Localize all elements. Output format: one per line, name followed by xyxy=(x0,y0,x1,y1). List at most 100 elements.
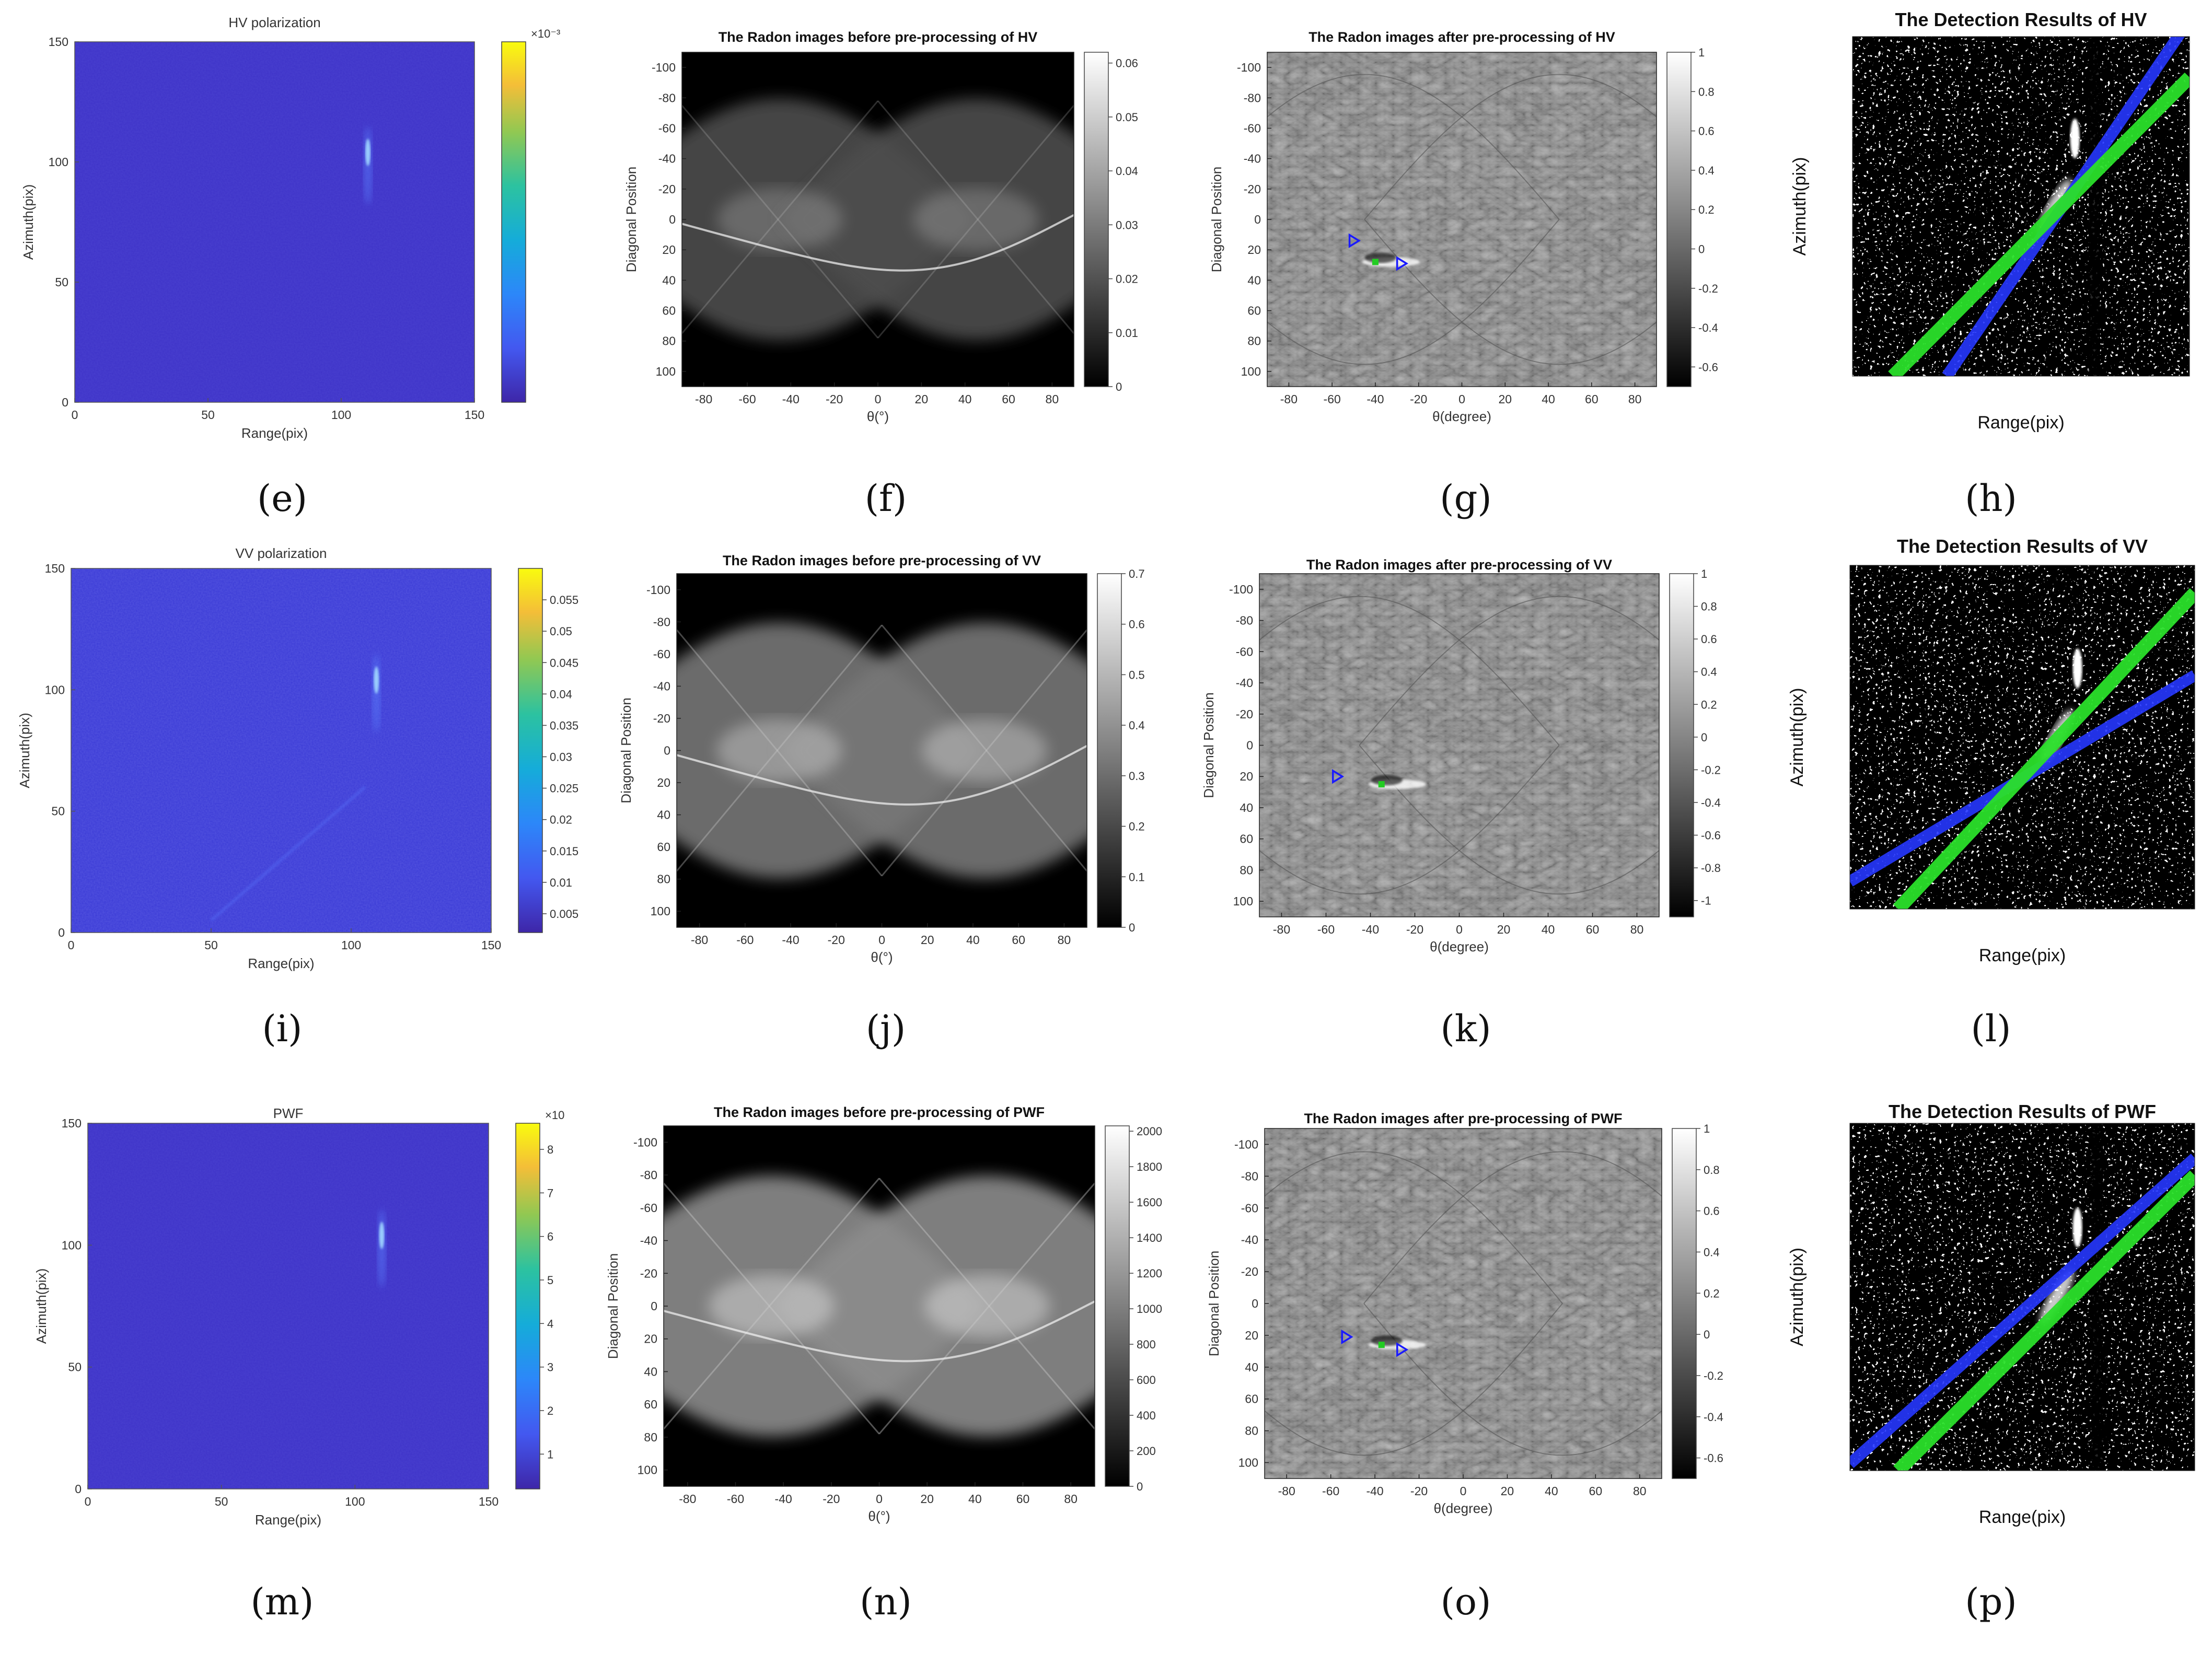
y-tick-label: -60 xyxy=(1241,1201,1258,1215)
x-tick-label: -80 xyxy=(1278,1484,1295,1498)
panel-p: (p) The Detection Results of PWF Range(pix… xyxy=(1787,1101,2195,1623)
colorbar: -0.6 -0.4 -0.2 0 0.2 0.4 0.6 0.8 1 xyxy=(1672,1122,1723,1479)
plot-frame xyxy=(1852,36,2190,377)
radon-ridge xyxy=(682,100,879,334)
colorbar-tick-label: 0.01 xyxy=(550,876,572,889)
peak-triangle-marker xyxy=(1396,256,1408,271)
plot-area xyxy=(1850,1123,2195,1471)
x-tick-label: 0 xyxy=(85,1495,91,1508)
radon-dark-corner xyxy=(835,896,929,927)
y-axis-label: Diagonal Position xyxy=(605,1253,621,1359)
radon-ridge xyxy=(881,629,1087,877)
plot-frame xyxy=(71,568,492,933)
colorbar-tick-label: 0.015 xyxy=(550,845,578,858)
x-tick-label: 80 xyxy=(1058,933,1071,947)
x-axis-label: θ(°) xyxy=(868,1508,890,1524)
radon-ridge xyxy=(881,624,1087,872)
radon-dark-corner xyxy=(682,52,729,84)
x-tick-label: -40 xyxy=(1366,1484,1383,1498)
colorbar: 0.005 0.01 0.015 0.02 0.025 0.03 0.035 0.04 0.04… xyxy=(518,568,578,933)
x-tick-label: -20 xyxy=(1406,923,1423,936)
y-tick-label: 80 xyxy=(657,872,670,886)
y-tick-label: -20 xyxy=(1241,1265,1258,1278)
radon-node xyxy=(709,1275,835,1337)
radon-node xyxy=(921,719,1047,782)
dark-column xyxy=(2088,37,2101,376)
colorbar-tick-label: 1 xyxy=(547,1448,553,1461)
plot-frame xyxy=(74,41,475,403)
x-tick-label: -60 xyxy=(736,933,754,947)
x-axis-label: θ(degree) xyxy=(1434,1500,1493,1516)
x-tick-label: 0 xyxy=(875,392,882,406)
x-tick-label: 20 xyxy=(1497,923,1511,936)
y-tick-label: 40 xyxy=(1247,273,1261,287)
radon-ridge xyxy=(682,104,879,339)
y-axis-label: Diagonal Position xyxy=(1209,167,1224,272)
x-tick-label: 80 xyxy=(1628,392,1642,406)
colorbar-tick-label: 0.1 xyxy=(1129,870,1145,883)
colorbar-tick-label: 0.04 xyxy=(1116,165,1138,178)
target-blob xyxy=(365,138,370,166)
y-tick-label: 80 xyxy=(1245,1424,1258,1438)
colorbar-tick-label: 0.6 xyxy=(1704,1205,1720,1218)
target-sinusoid xyxy=(664,1300,1095,1363)
x-tick-label: -40 xyxy=(1366,392,1384,406)
target-sinusoid xyxy=(677,744,1087,806)
colorbar-tick-label: 0.6 xyxy=(1698,125,1715,138)
radon-texture xyxy=(1265,1128,1662,1479)
x-tick-label: -20 xyxy=(1410,1484,1428,1498)
x-tick-label: 20 xyxy=(1498,392,1512,406)
y-tick-label: 60 xyxy=(662,304,676,318)
x-tick-label: 0 xyxy=(1456,923,1463,936)
colorbar-gradient xyxy=(515,1123,540,1489)
y-tick-label: 100 xyxy=(1233,894,1253,908)
x-tick-label: 60 xyxy=(1012,933,1025,947)
colorbar-tick-label: 1400 xyxy=(1137,1231,1162,1244)
y-tick-label: 20 xyxy=(1245,1329,1258,1342)
x-axis-label: θ(°) xyxy=(867,409,889,424)
plot-area xyxy=(1267,52,1657,387)
wake-bright xyxy=(2040,1270,2074,1324)
radon-dark-corner xyxy=(664,1455,711,1486)
y-axis-label: Diagonal Position xyxy=(623,167,639,272)
y-tick-label: -40 xyxy=(1244,152,1261,166)
colorbar-tick-label: -0.4 xyxy=(1701,796,1721,809)
plot-area xyxy=(1265,1128,1662,1479)
y-axis-label: Azimuth(pix) xyxy=(33,1268,49,1344)
x-tick-label: 40 xyxy=(958,392,972,406)
colorbar-tick-label: 7 xyxy=(547,1186,553,1200)
plot-area xyxy=(664,1126,1095,1486)
heatmap-noise xyxy=(75,42,474,402)
x-tick-label: -80 xyxy=(679,1492,696,1506)
colorbar-tick-label: 1 xyxy=(1704,1122,1710,1135)
colorbar-tick-label: -0.2 xyxy=(1698,282,1718,295)
radon-dark-corner xyxy=(1048,1126,1095,1157)
peak-triangle-marker xyxy=(1332,769,1345,784)
y-tick-label: -100 xyxy=(1229,583,1253,596)
x-tick-label: 0 xyxy=(878,933,885,947)
x-tick-label: 60 xyxy=(1589,1484,1603,1498)
radon-arc xyxy=(1267,219,1560,365)
y-tick-label: 150 xyxy=(45,562,65,575)
y-tick-label: 0 xyxy=(651,1299,657,1313)
colorbar-tick-label: 0 xyxy=(1137,1480,1143,1493)
y-tick-label: 40 xyxy=(644,1365,657,1378)
y-tick-label: -60 xyxy=(640,1201,657,1215)
colorbar-tick-label: 0.06 xyxy=(1116,57,1138,70)
colorbar-tick-label: 0.01 xyxy=(1116,327,1138,340)
peak-square-marker xyxy=(1378,1342,1385,1348)
x-tick-label: -80 xyxy=(1280,392,1298,406)
x-tick-label: -60 xyxy=(1317,923,1335,936)
panel-label: (f) xyxy=(865,477,907,520)
colorbar-tick-label: 0.2 xyxy=(1701,698,1717,711)
chart-title: The Detection Results of PWF xyxy=(1889,1101,2156,1122)
panel-g: (g) -80 -60 -40 -20 0 20 40 60 80 -100 -80 -60 -40 -20… xyxy=(1209,29,1718,520)
plot-frame xyxy=(87,1123,489,1489)
colorbar-tick-label: 0 xyxy=(1116,380,1122,393)
panel-label: (i) xyxy=(262,1007,302,1050)
chart-title: HV polarization xyxy=(228,15,320,30)
y-tick-label: 100 xyxy=(1241,365,1261,378)
y-tick-label: 50 xyxy=(55,275,68,289)
y-tick-label: -20 xyxy=(653,712,670,725)
